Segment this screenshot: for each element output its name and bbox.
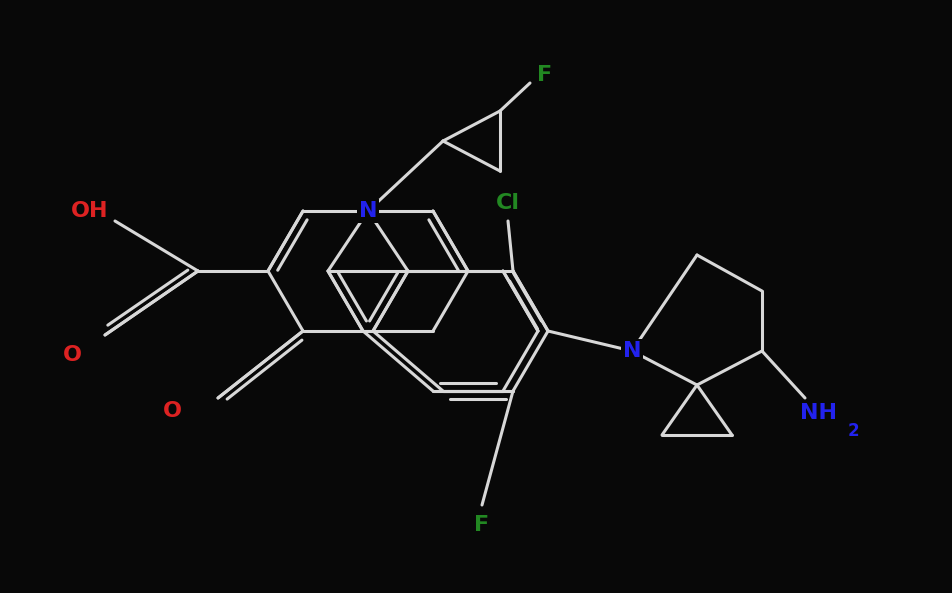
Text: N: N [359,201,377,221]
Text: O: O [63,345,82,365]
Text: 2: 2 [848,422,860,440]
Text: Cl: Cl [496,193,520,213]
Text: OH: OH [71,201,109,221]
Text: F: F [538,65,552,85]
Text: O: O [163,401,182,421]
Text: N: N [623,341,642,361]
Text: NH: NH [800,403,837,423]
Text: F: F [474,515,489,535]
